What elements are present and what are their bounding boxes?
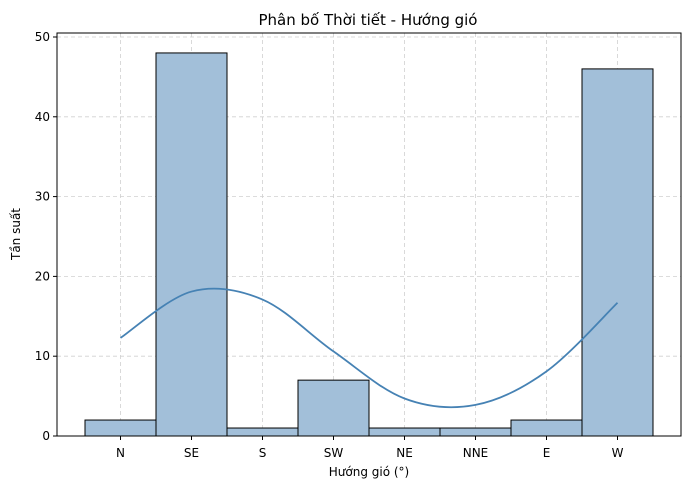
- y-tick-label: 40: [35, 110, 50, 124]
- y-tick-label: 0: [42, 429, 50, 443]
- x-axis-ticks: N SE S SW NE NNE E W: [116, 436, 624, 460]
- x-tick-label: S: [259, 446, 267, 460]
- bar: [84, 419, 157, 437]
- x-tick-label: SE: [184, 446, 199, 460]
- bar: [297, 379, 370, 437]
- bars: [84, 52, 654, 437]
- y-tick-label: 20: [35, 269, 50, 283]
- bar: [439, 427, 512, 437]
- x-tick-label: SW: [324, 446, 344, 460]
- plot-frame: [56, 32, 682, 437]
- x-tick-label: E: [543, 446, 551, 460]
- bar: [155, 52, 228, 437]
- bar: [368, 427, 441, 437]
- bar: [510, 419, 583, 437]
- chart-title: Phân bố Thời tiết - Hướng gió: [258, 11, 477, 29]
- bar: [581, 68, 654, 437]
- x-axis-label: Hướng gió (°): [329, 465, 409, 479]
- x-tick-label: NE: [396, 446, 413, 460]
- kde-line: [120, 287, 619, 409]
- bar: [226, 427, 299, 437]
- y-tick-label: 50: [35, 30, 50, 44]
- kde-curve: [120, 287, 619, 409]
- y-axis-label: Tần suất: [9, 208, 23, 261]
- y-tick-label: 10: [35, 349, 50, 363]
- x-tick-label: N: [116, 446, 125, 460]
- y-tick-label: 30: [35, 190, 50, 204]
- x-tick-label: W: [612, 446, 624, 460]
- y-axis-ticks: 0 10 20 30 40 50: [35, 30, 57, 443]
- x-tick-label: NNE: [463, 446, 489, 460]
